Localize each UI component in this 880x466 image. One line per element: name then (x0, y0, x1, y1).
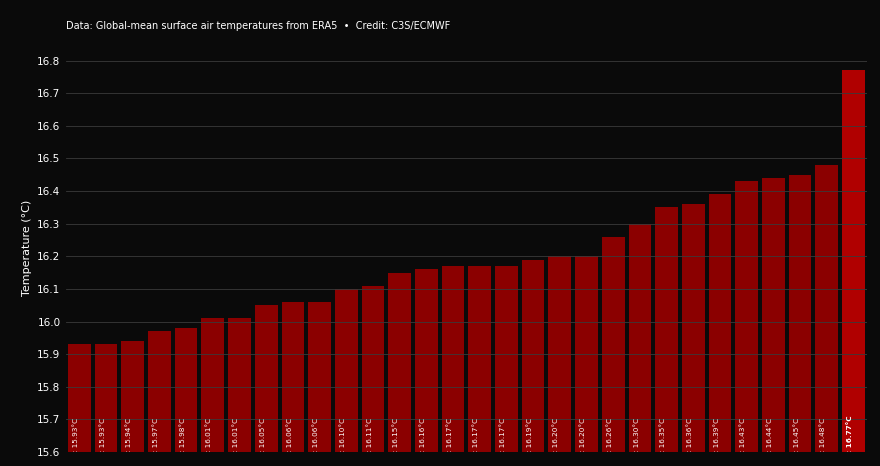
Text: JJA 2012: 16.19°C: JJA 2012: 16.19°C (526, 418, 533, 466)
Text: JJA 1995: 16.01°C: JJA 1995: 16.01°C (233, 418, 239, 466)
Bar (335, 289, 357, 452)
Text: JJA 2009: 16.17°C: JJA 2009: 16.17°C (473, 418, 480, 466)
Text: JJA 2021: 16.39°C: JJA 2021: 16.39°C (714, 418, 720, 466)
Text: JJA 2022: 16.44°C: JJA 2022: 16.44°C (766, 418, 774, 466)
Bar (442, 266, 465, 452)
Text: JJA 2023: 16.77°C: JJA 2023: 16.77°C (847, 415, 854, 466)
Text: JJA 1990: 15.97°C: JJA 1990: 15.97°C (153, 418, 159, 466)
Text: JJA 2004: 15.93°C: JJA 2004: 15.93°C (99, 418, 106, 466)
Bar (788, 175, 811, 452)
Bar (762, 178, 785, 452)
Bar (708, 194, 731, 452)
Bar (602, 237, 625, 452)
Text: Data: Global-mean surface air temperatures from ERA5  •  Credit: C3S/ECMWF: Data: Global-mean surface air temperatur… (66, 21, 451, 31)
Bar (816, 165, 838, 452)
Bar (468, 266, 491, 452)
Bar (228, 318, 251, 452)
Text: JJA 2020: 16.43°C: JJA 2020: 16.43°C (740, 418, 746, 466)
Text: JJA 2003: 16.06°C: JJA 2003: 16.06°C (313, 418, 319, 466)
Bar (95, 344, 117, 452)
Bar (68, 344, 91, 452)
Bar (415, 269, 437, 452)
Bar (255, 305, 277, 452)
Bar (388, 273, 411, 452)
Bar (175, 328, 197, 452)
Text: JJA 2013: 16.15°C: JJA 2013: 16.15°C (393, 418, 400, 466)
Text: JJA 2011: 16.20°C: JJA 2011: 16.20°C (580, 418, 586, 466)
Bar (148, 331, 171, 452)
Text: JJA 2006: 16.16°C: JJA 2006: 16.16°C (420, 418, 426, 466)
Bar (628, 224, 651, 452)
Bar (548, 256, 571, 452)
Text: JJA 2010: 16.17°C: JJA 2010: 16.17°C (446, 418, 453, 466)
Y-axis label: Temperature (°C): Temperature (°C) (22, 200, 32, 296)
Text: JJA 2019: 16.48°C: JJA 2019: 16.48°C (820, 418, 827, 466)
Text: JJA 1998: 16.26°C: JJA 1998: 16.26°C (606, 418, 613, 466)
Text: JJA 2001: 16.05°C: JJA 2001: 16.05°C (260, 418, 267, 466)
Bar (842, 70, 865, 452)
Text: JJA 2016: 16.45°C: JJA 2016: 16.45°C (794, 418, 800, 466)
Bar (522, 260, 545, 452)
Text: JJA 2014: 16.20°C: JJA 2014: 16.20°C (554, 418, 560, 466)
Bar (308, 302, 331, 452)
Text: JJA 1987: 15.93°C: JJA 1987: 15.93°C (73, 418, 79, 466)
Text: JJA 2005: 16.17°C: JJA 2005: 16.17°C (500, 418, 507, 466)
Bar (736, 181, 758, 452)
Bar (282, 302, 304, 452)
Text: JJA 2015: 16.30°C: JJA 2015: 16.30°C (634, 418, 640, 466)
Bar (362, 286, 385, 452)
Text: JJA 2008: 16.01°C: JJA 2008: 16.01°C (206, 418, 213, 466)
Text: JJA 2002: 16.11°C: JJA 2002: 16.11°C (366, 418, 373, 466)
Bar (495, 266, 517, 452)
Bar (202, 318, 224, 452)
Bar (682, 204, 705, 452)
Text: JJA 1997: 15.98°C: JJA 1997: 15.98°C (180, 418, 187, 466)
Text: JJA 2007: 16.10°C: JJA 2007: 16.10°C (340, 418, 346, 466)
Text: JJA 1988: 15.94°C: JJA 1988: 15.94°C (126, 418, 133, 466)
Text: JJA 2017: 16.36°C: JJA 2017: 16.36°C (686, 418, 693, 466)
Bar (656, 207, 678, 452)
Text: JJA 1991: 16.06°C: JJA 1991: 16.06°C (286, 418, 293, 466)
Bar (576, 256, 598, 452)
Text: JJA 2018: 16.35°C: JJA 2018: 16.35°C (660, 418, 667, 466)
Bar (121, 341, 144, 452)
